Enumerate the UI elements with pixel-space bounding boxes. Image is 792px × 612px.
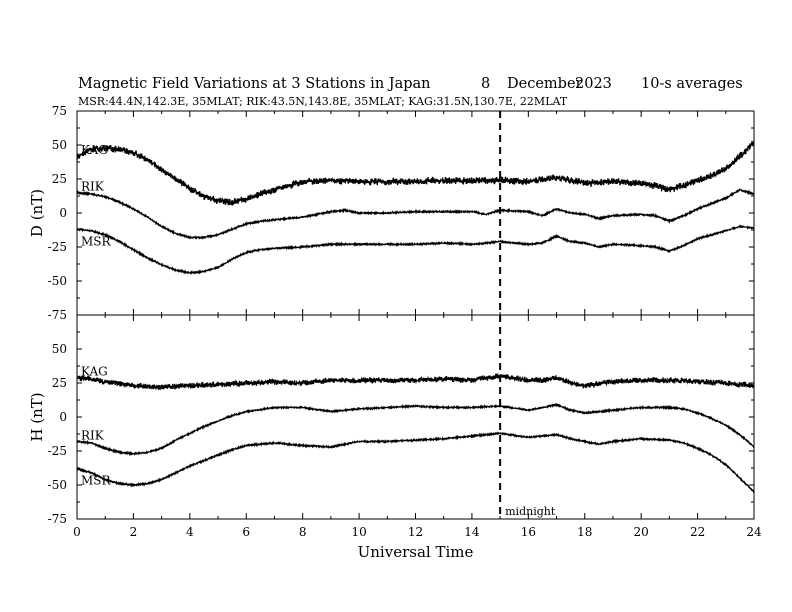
midnight-label: midnight [505,505,556,518]
y-tick-label: 0 [59,206,67,220]
date-month: December [507,76,583,92]
series-line-rik [76,188,755,240]
y-tick-label: 50 [52,342,67,356]
series-label-msr: MSR [81,234,112,248]
x-tick-label: 6 [242,525,250,539]
y-axis-label: H (nT) [28,392,46,441]
date-day: 8 [481,76,490,92]
y-tick-label: 75 [52,104,67,118]
series-line-msr [76,431,755,493]
y-tick-label: -75 [48,512,67,526]
y-tick-label: 25 [52,172,67,186]
series-line-kag [76,140,755,206]
averaging-label: 10-s averages [641,76,743,92]
series-line-msr [76,224,755,275]
y-tick-label: -75 [48,308,67,322]
series-line-rik [76,402,755,457]
panels: 75 50 25 0 -25 -50 -75 D (nT) KAG RIK MSR 50 25 0 -25 -… [28,104,762,561]
x-tick-label: 4 [186,525,194,539]
series-label-rik: RIK [81,180,105,194]
chart-title: Magnetic Field Variations at 3 Stations … [78,76,431,92]
y-tick-label: -25 [48,240,67,254]
x-tick-label: 24 [746,525,762,539]
x-tick-label: 18 [577,525,592,539]
y-tick-label: -50 [48,478,67,492]
x-tick-label: 0 [73,525,81,539]
date-year: 2023 [575,76,612,92]
y-axis-label: D (nT) [28,189,46,237]
stations-line: MSR:44.4N,142.3E, 35MLAT; RIK:43.5N,143.… [78,95,568,108]
panel-frame-2 [76,314,755,520]
x-tick-label: 10 [351,525,366,539]
y-tick-label: -25 [48,444,67,458]
x-tick-label: 8 [299,525,307,539]
series-label-kag: KAG [81,365,108,379]
series-label-msr: MSR [81,474,112,488]
y-tick-label: 50 [52,138,67,152]
panel-frame-1 [76,110,755,316]
x-tick-label: 16 [521,525,536,539]
x-tick-label: 22 [690,525,705,539]
y-tick-label: 25 [52,376,67,390]
series-label-kag: KAG [81,143,108,157]
series-line-kag [76,373,755,391]
x-tick-label: 20 [634,525,649,539]
y-tick-label: 0 [59,410,67,424]
x-axis-label: Universal Time [358,543,474,561]
x-tick-label: 14 [464,525,480,539]
x-tick-label: 2 [130,525,138,539]
x-tick-label: 12 [408,525,423,539]
y-tick-label: -50 [48,274,67,288]
series-label-rik: RIK [81,428,105,442]
